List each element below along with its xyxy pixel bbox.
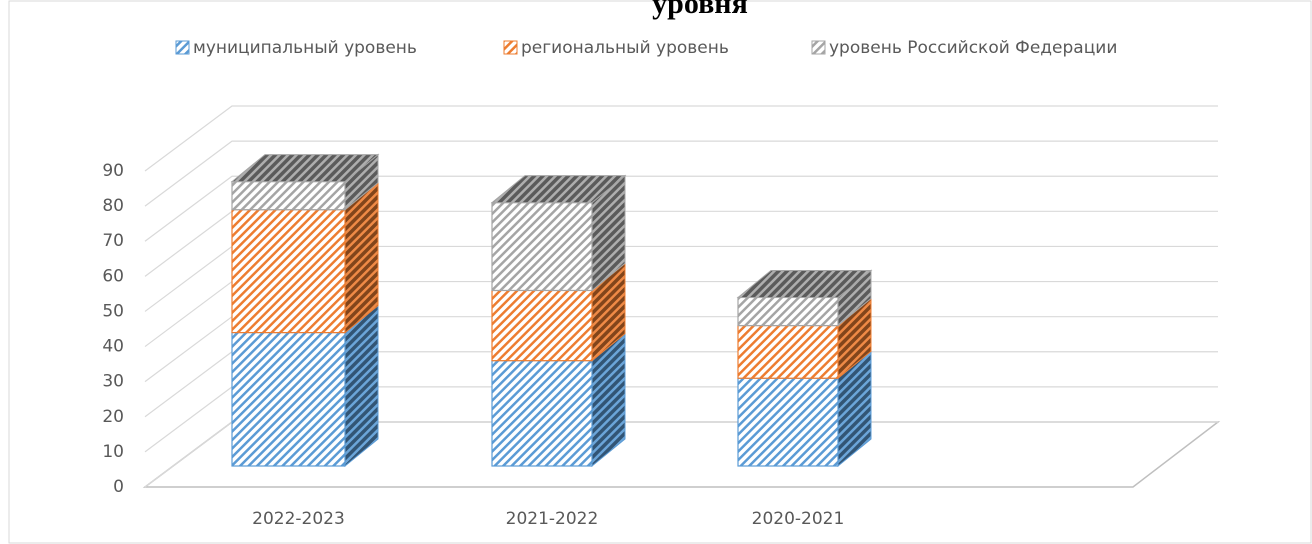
y-tick-label: 20 bbox=[102, 407, 124, 427]
legend-swatch bbox=[503, 40, 518, 55]
x-tick-label: 2022-2023 bbox=[252, 509, 345, 529]
y-tick-label: 80 bbox=[102, 196, 124, 216]
y-tick-label: 0 bbox=[113, 477, 124, 497]
y-tick-label: 60 bbox=[102, 266, 124, 286]
bar-segment bbox=[491, 289, 593, 362]
x-tick-label: 2021-2022 bbox=[506, 509, 599, 529]
bar-segment bbox=[491, 360, 593, 467]
y-tick-label: 30 bbox=[102, 372, 124, 392]
bar-top bbox=[736, 269, 873, 298]
bar-segment bbox=[737, 324, 839, 379]
grid-line bbox=[144, 105, 1218, 172]
grid-line bbox=[144, 140, 1218, 207]
bar-side bbox=[344, 304, 379, 468]
bar-segment bbox=[737, 296, 839, 327]
legend-label: муниципальный уровень bbox=[193, 38, 417, 58]
bar-segment bbox=[737, 377, 839, 467]
bar-segment bbox=[491, 202, 593, 292]
chart-frame bbox=[8, 0, 1312, 544]
x-tick-label: 2020-2021 bbox=[752, 509, 845, 529]
y-tick-label: 70 bbox=[102, 231, 124, 251]
legend-label: уровень Российской Федерации bbox=[829, 38, 1117, 58]
chart-title: уровня bbox=[652, 0, 748, 20]
y-tick-label: 40 bbox=[102, 337, 124, 357]
bar-segment bbox=[231, 331, 346, 467]
legend-label: региональный уровень bbox=[521, 38, 729, 58]
y-tick-label: 90 bbox=[102, 161, 124, 181]
y-tick-label: 10 bbox=[102, 442, 124, 462]
bar-segment bbox=[231, 209, 346, 334]
legend-swatch bbox=[175, 40, 190, 55]
y-tick-label: 50 bbox=[102, 301, 124, 321]
grid-line bbox=[144, 175, 1218, 242]
bar-segment bbox=[231, 181, 346, 211]
legend-swatch bbox=[811, 40, 826, 55]
bar-top bbox=[230, 154, 380, 183]
bar-top bbox=[490, 175, 627, 204]
